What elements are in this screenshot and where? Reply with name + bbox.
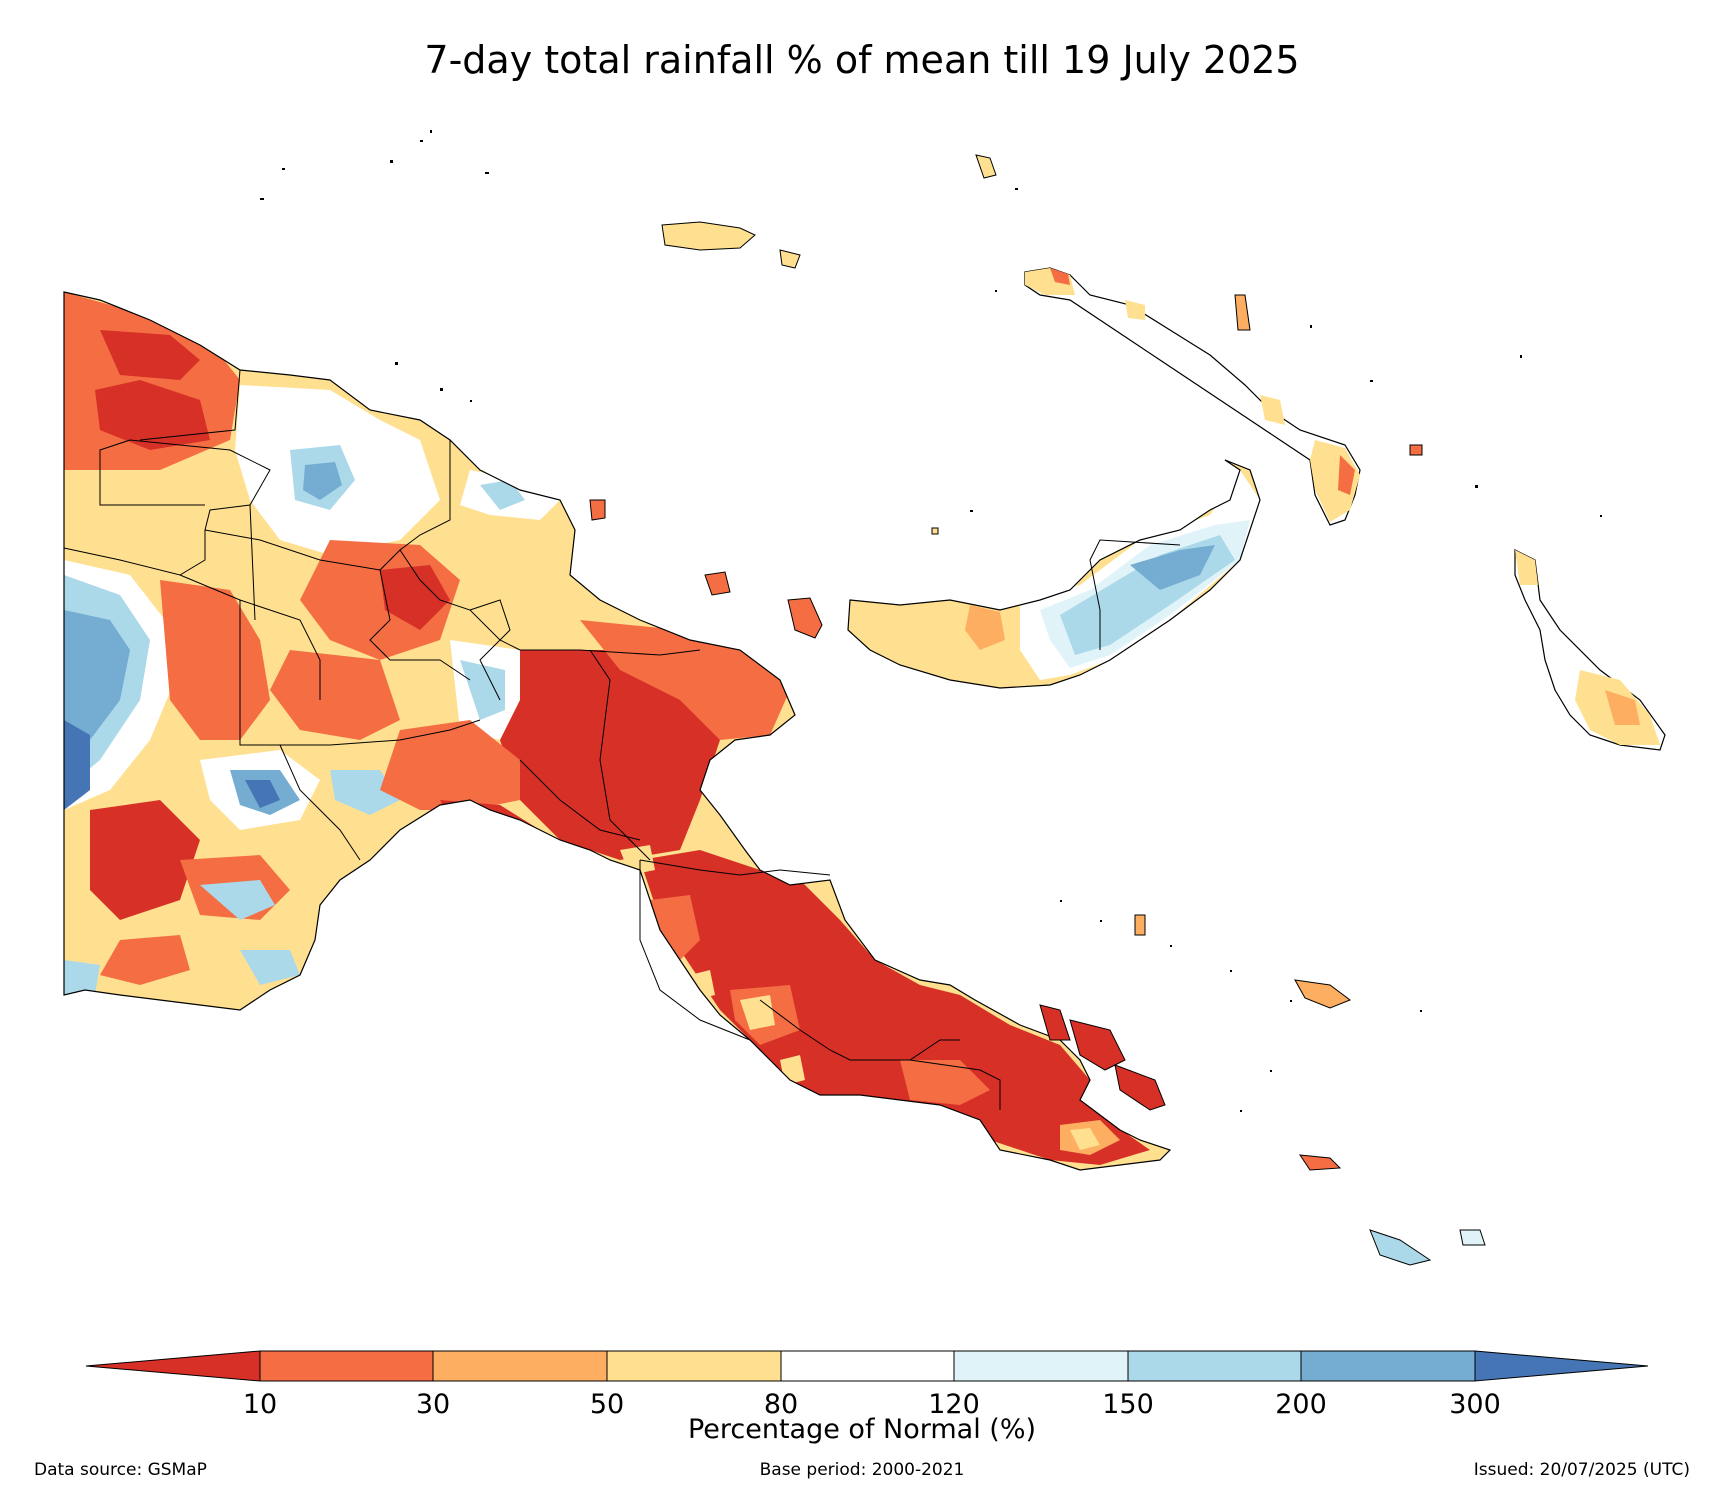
- issued-date-note: Issued: 20/07/2025 (UTC): [1473, 1460, 1690, 1480]
- manus-island: [661, 221, 801, 269]
- map-title: 7-day total rainfall % of mean till 19 J…: [424, 38, 1300, 82]
- colorbar-under-arrow: [85, 1350, 261, 1382]
- colorbar-tick-label: 120: [928, 1389, 980, 1420]
- colorbar-bin: [606, 1350, 782, 1382]
- small-islands: [589, 154, 1486, 1266]
- colorbar-bin: [259, 1350, 434, 1382]
- colorbar-bin: [953, 1350, 1129, 1382]
- bougainville-island: [1514, 549, 1666, 751]
- data-source-note: Data source: GSMaP: [34, 1460, 207, 1480]
- base-period-note: Base period: 2000-2021: [759, 1460, 965, 1480]
- mainland-region: [63, 291, 1172, 1171]
- new-ireland-island: [1024, 267, 1361, 526]
- colorbar-tick-label: 200: [1275, 1389, 1327, 1420]
- colorbar-tick-label: 50: [589, 1389, 625, 1420]
- rainfall-map: [63, 130, 1666, 1266]
- colorbar-tick-label: 10: [242, 1389, 278, 1420]
- island-specks: [260, 130, 1602, 1112]
- colorbar-tick-label: 150: [1102, 1389, 1154, 1420]
- new-britain-island: [847, 459, 1261, 689]
- colorbar-bin: [1127, 1350, 1302, 1382]
- colorbar-bin: [432, 1350, 608, 1382]
- province-boundaries: [63, 369, 1001, 1110]
- colorbar-bin: [1300, 1350, 1476, 1382]
- colorbar-tick-label: 300: [1449, 1389, 1501, 1420]
- colorbar-over-arrow: [1474, 1350, 1649, 1382]
- colorbar-tick-label: 30: [415, 1389, 451, 1420]
- colorbar-tick-label: 80: [763, 1389, 799, 1420]
- colorbar-title: Percentage of Normal (%): [687, 1414, 1037, 1445]
- colorbar: [85, 1350, 1649, 1382]
- colorbar-bin: [780, 1350, 955, 1382]
